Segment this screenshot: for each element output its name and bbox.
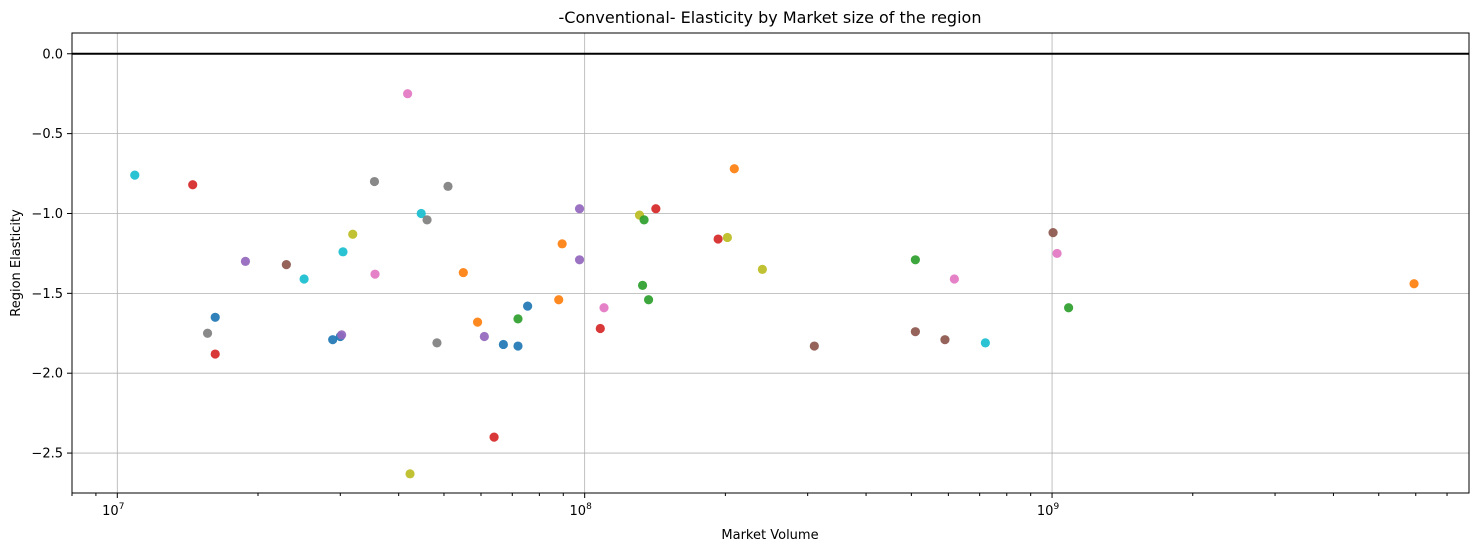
data-point: [403, 89, 413, 99]
data-point: [422, 215, 432, 225]
data-point: [1048, 228, 1058, 238]
data-point: [210, 312, 220, 322]
data-point: [757, 264, 767, 274]
grid: [72, 33, 1469, 493]
data-point: [432, 338, 442, 348]
data-point: [1409, 279, 1419, 289]
plot-frame: [71, 32, 1470, 494]
data-point: [643, 295, 654, 305]
chart-title: -Conventional- Elasticity by Market size…: [559, 8, 982, 27]
data-point: [554, 295, 564, 305]
y-axis-label: Region Elasticity: [9, 209, 24, 317]
data-point: [202, 328, 213, 338]
x-tick-label: 108: [570, 502, 593, 519]
data-point: [513, 314, 523, 324]
data-point: [479, 331, 489, 342]
x-tick-label: 109: [1037, 502, 1060, 519]
data-point: [574, 204, 585, 214]
y-tick-label: −0.5: [31, 127, 63, 142]
data-point: [328, 335, 338, 345]
data-point: [637, 280, 648, 290]
data-point: [443, 181, 453, 191]
y-axis-ticks: 0.0 −0.5 −1.0 −1.5 −2.0 −2.5: [31, 47, 72, 462]
data-point: [729, 164, 739, 174]
data-point: [405, 469, 415, 479]
data-point: [940, 335, 950, 345]
data-point: [980, 338, 990, 348]
y-tick-label: 0.0: [42, 47, 63, 62]
y-tick-label: −2.0: [31, 367, 63, 382]
data-point: [370, 269, 380, 279]
y-tick-label: −2.5: [31, 447, 63, 462]
data-point: [240, 256, 251, 267]
data-point: [458, 267, 468, 278]
data-point: [713, 234, 723, 244]
data-point: [416, 208, 426, 219]
data-point: [1052, 248, 1062, 259]
data-point: [489, 432, 499, 442]
data-point: [639, 215, 649, 225]
data-point: [557, 239, 567, 249]
data-points: [130, 89, 1419, 479]
data-point: [188, 180, 198, 190]
data-point: [348, 229, 358, 239]
x-axis-ticks: 107 108 109: [71, 493, 1448, 519]
data-point: [130, 170, 140, 180]
data-point: [210, 349, 220, 359]
data-point: [337, 330, 347, 340]
data-point: [651, 204, 661, 214]
data-point: [809, 341, 819, 351]
data-point: [949, 274, 959, 284]
data-point: [910, 255, 920, 265]
data-point: [369, 176, 380, 187]
y-tick-label: −1.5: [31, 287, 63, 302]
x-tick-label: 107: [102, 502, 124, 519]
data-point: [1064, 303, 1074, 313]
data-point: [299, 274, 309, 284]
data-point: [338, 247, 348, 257]
data-point: [574, 255, 585, 265]
data-point: [599, 303, 609, 313]
data-point: [910, 327, 920, 337]
data-point: [722, 232, 732, 243]
data-point: [281, 259, 291, 270]
x-axis-label: Market Volume: [721, 528, 818, 543]
data-point: [472, 317, 483, 327]
y-tick-label: −1.0: [31, 207, 63, 222]
data-point: [595, 323, 605, 334]
data-point: [513, 341, 523, 351]
data-point: [498, 339, 508, 350]
data-point: [523, 301, 533, 311]
